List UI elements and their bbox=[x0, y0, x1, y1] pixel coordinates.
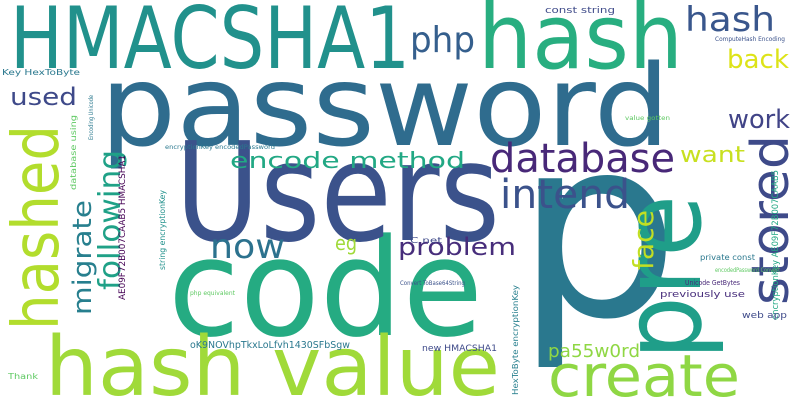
word: now bbox=[210, 227, 285, 267]
word: following bbox=[93, 150, 128, 290]
word: intend bbox=[500, 172, 630, 218]
word: pre bbox=[598, 195, 726, 360]
word: password bbox=[100, 42, 670, 172]
word: hashed bbox=[0, 125, 74, 330]
word: create bbox=[548, 342, 740, 400]
word: HexToByte encryptionKey bbox=[511, 285, 520, 395]
word: hash bbox=[685, 0, 775, 40]
word: database bbox=[490, 136, 675, 182]
word: php bbox=[410, 20, 475, 61]
word: Unicode GetBytes bbox=[685, 279, 740, 287]
word: web app bbox=[742, 311, 787, 321]
word: string encryptionKey bbox=[158, 190, 167, 270]
word: back bbox=[727, 45, 789, 75]
word: Key HexToByte bbox=[2, 68, 80, 77]
word: C net bbox=[410, 236, 442, 245]
word: used bbox=[10, 83, 77, 111]
word: want bbox=[680, 143, 745, 168]
word: private const bbox=[700, 253, 755, 262]
word: php equivalent bbox=[190, 290, 236, 297]
word: database using bbox=[69, 115, 78, 190]
word: code bbox=[168, 210, 483, 367]
word: Encoding Unicode bbox=[88, 95, 95, 140]
word: oK9NOVhpTkxLoLfvh1430SFbSgw bbox=[190, 340, 350, 351]
word: problem bbox=[398, 233, 516, 261]
word: AE09F72B007CAAB5 HMACSHA1 bbox=[118, 155, 128, 300]
word: encryptionKey encodedPassword bbox=[165, 144, 275, 151]
word: HMACSHA1 bbox=[10, 0, 410, 89]
word: encode method bbox=[230, 149, 465, 174]
word: encryptionKey AE09F72B007CAAB5 bbox=[771, 170, 781, 320]
word: migrate bbox=[68, 200, 98, 315]
word: new HMACSHA1 bbox=[422, 344, 497, 354]
word: const string bbox=[545, 6, 615, 16]
word: encodedPassword Convert bbox=[715, 267, 781, 274]
word: eg bbox=[335, 231, 357, 255]
word: face bbox=[627, 210, 660, 270]
word: Thank bbox=[7, 372, 39, 381]
word: Users bbox=[175, 114, 500, 273]
word: pa55w0rd bbox=[548, 341, 640, 362]
word: stored bbox=[741, 135, 800, 305]
word: work bbox=[728, 105, 790, 135]
word: value gotten bbox=[625, 115, 670, 122]
word: p bbox=[515, 83, 680, 374]
word: ComputeHash Encoding bbox=[715, 36, 785, 43]
word: previously use bbox=[660, 290, 746, 300]
word: hash bbox=[478, 0, 683, 90]
word: Convert ToBase64String bbox=[400, 280, 465, 287]
word: hash value bbox=[45, 320, 500, 400]
